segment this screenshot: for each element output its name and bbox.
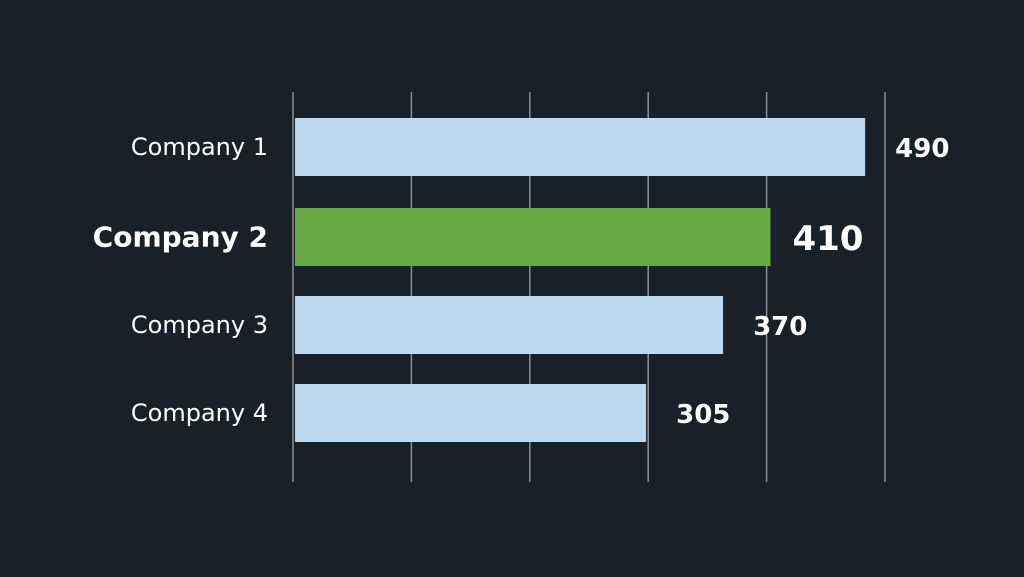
category-label: Company 2 — [93, 221, 268, 254]
category-label: Company 3 — [131, 311, 268, 339]
labels: Company 1 490 Company 2 410 Company 3 370 Comp… — [93, 133, 950, 430]
bar — [295, 208, 771, 266]
bar — [295, 384, 647, 442]
bar — [295, 296, 724, 354]
category-label: Company 4 — [131, 399, 268, 427]
bars — [295, 118, 866, 442]
value-label: 370 — [753, 312, 807, 342]
value-label: 305 — [676, 400, 730, 430]
bar — [295, 118, 866, 176]
value-label: 410 — [792, 219, 863, 259]
category-label: Company 1 — [131, 133, 268, 161]
value-label: 490 — [895, 134, 949, 164]
